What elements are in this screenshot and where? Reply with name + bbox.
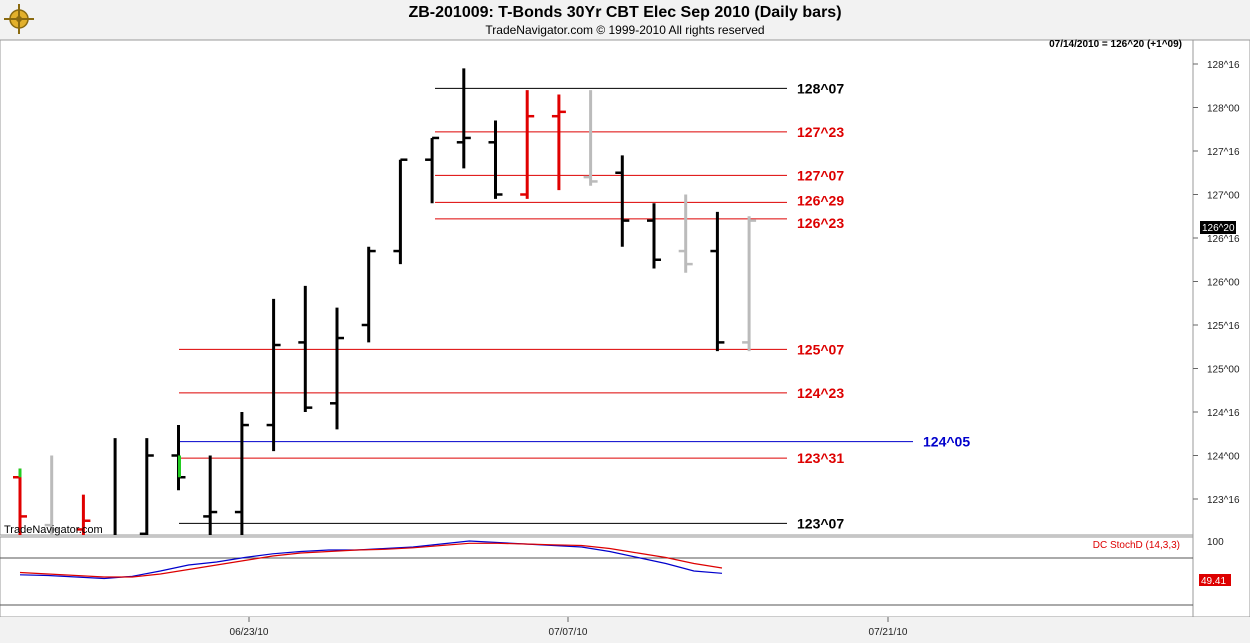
ohlc-bar — [361, 246, 376, 343]
time-axis-ticks: 06/23/10 07/07/10 07/21/10 — [230, 617, 908, 638]
level-label: 126^23 — [797, 215, 844, 231]
ohlc-bar — [76, 494, 91, 535]
ohlc-bar — [583, 90, 598, 186]
ohlc-bar — [44, 455, 59, 535]
ohlc-bar — [113, 438, 117, 535]
level-label: 125^07 — [797, 341, 844, 357]
current-price-label: 126^20 — [1202, 223, 1235, 234]
y-tick-label: 123^16 — [1207, 495, 1240, 506]
watermark: TradeNavigator.com — [4, 524, 103, 536]
stoch-series-line — [19, 542, 723, 578]
level-label: 124^23 — [797, 385, 844, 401]
level-label: 128^07 — [797, 80, 844, 96]
y-tick-label: 124^00 — [1207, 452, 1240, 463]
stoch-tick-100: 100 — [1207, 537, 1224, 548]
y-tick-label: 127^00 — [1207, 191, 1240, 202]
stoch-value-badge — [1199, 574, 1231, 586]
price-axis-ticks: 123^16 124^00 124^16 125^00 125^16 126^00 126^… — [1193, 60, 1240, 506]
y-tick-label: 126^00 — [1207, 278, 1240, 289]
chart-title: ZB-201009: T-Bonds 30Yr CBT Elec Sep 201… — [408, 4, 842, 21]
ohlc-bar — [425, 136, 440, 204]
y-tick-label: 127^16 — [1207, 147, 1240, 158]
x-tick-label: 07/21/10 — [869, 627, 908, 638]
stochastic-lines — [0, 540, 1193, 606]
y-tick-label: 128^16 — [1207, 60, 1240, 71]
support-resistance-levels: 128^07 127^23 127^07 126^29 126^23 125^07 124^… — [179, 80, 970, 531]
trade-navigator-logo-icon — [4, 4, 34, 34]
stoch-value-label: 49.41 — [1201, 576, 1226, 587]
stochastic-panel — [0, 536, 1194, 618]
ohlc-bar — [330, 307, 344, 430]
price-panel — [0, 39, 1194, 536]
ohlc-bars — [13, 68, 757, 535]
y-tick-label: 125^00 — [1207, 365, 1240, 376]
stoch-title: DC StochD (14,3,3) — [1093, 540, 1180, 551]
current-price-badge — [1200, 221, 1236, 234]
level-label: 124^05 — [923, 434, 970, 450]
ohlc-bar — [393, 158, 408, 265]
level-label: 127^07 — [797, 167, 844, 183]
level-label: 123^31 — [797, 450, 844, 466]
ohlc-bar — [520, 90, 535, 199]
ohlc-bar — [710, 211, 725, 352]
level-label: 123^07 — [797, 515, 844, 531]
price-axis — [1192, 39, 1250, 618]
chart-subtitle: TradeNavigator.com © 1999-2010 All right… — [485, 23, 765, 37]
ohlc-bar — [203, 455, 218, 535]
y-tick-label: 125^16 — [1207, 321, 1240, 332]
ohlc-bar — [742, 216, 757, 352]
x-tick-label: 07/07/10 — [549, 627, 588, 638]
ohlc-bar — [615, 155, 630, 247]
last-quote-status: 07/14/2010 = 126^20 (+1^09) — [1049, 39, 1182, 50]
ohlc-bar — [678, 194, 693, 273]
time-axis — [0, 617, 1250, 643]
level-label: 126^29 — [797, 192, 844, 208]
y-tick-label: 128^00 — [1207, 104, 1240, 115]
ohlc-bar — [488, 120, 503, 199]
y-tick-label: 126^16 — [1207, 234, 1240, 245]
y-tick-label: 124^16 — [1207, 408, 1240, 419]
ohlc-bar — [139, 438, 154, 535]
level-label: 127^23 — [797, 124, 844, 140]
ohlc-bar — [266, 298, 281, 452]
x-tick-label: 06/23/10 — [230, 627, 269, 638]
ohlc-bar — [234, 412, 249, 535]
ohlc-bar — [647, 203, 661, 269]
ohlc-bar — [298, 285, 313, 412]
ohlc-bar — [456, 68, 471, 169]
chart-header: ZB-201009: T-Bonds 30Yr CBT Elec Sep 201… — [0, 0, 1250, 40]
ohlc-bar — [551, 94, 566, 191]
